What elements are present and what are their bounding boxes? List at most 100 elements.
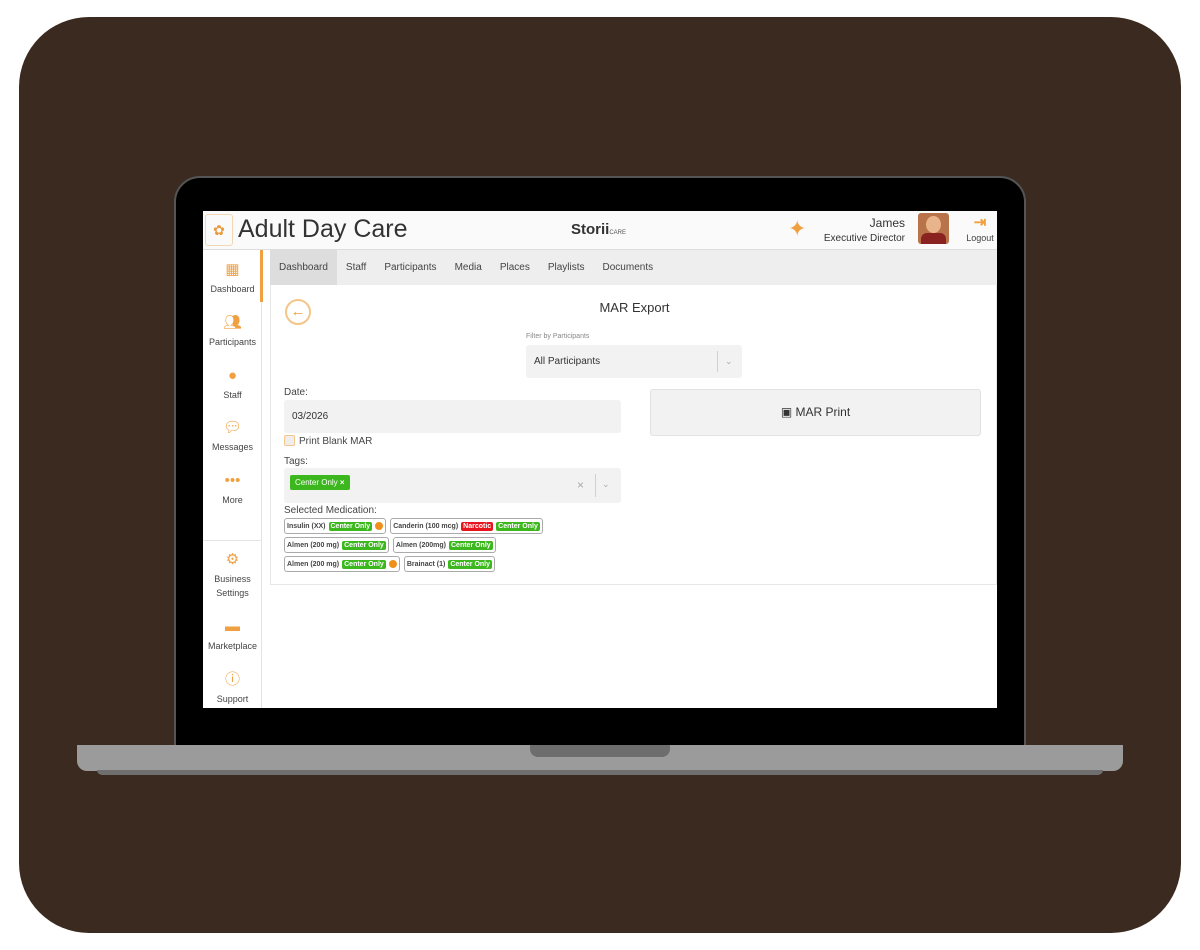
center-only-badge: Center Only — [342, 540, 386, 550]
tab-bar: Dashboard Staff Participants Media Place… — [270, 250, 997, 285]
participant-filter-select[interactable]: All Participants ⌄ — [526, 345, 742, 378]
medication-list: Insulin (XX) Center Only Canderin (100 mcg… — [284, 518, 584, 575]
tab-staff[interactable]: Staff — [345, 262, 367, 273]
sidebar-item-more[interactable]: ••• More — [203, 471, 262, 507]
filter-label: Filter by Participants — [526, 333, 590, 340]
sidebar-label: Participants — [208, 337, 257, 347]
book-icon: ▣ — [780, 405, 793, 419]
print-blank-label: Print Blank MAR — [299, 436, 373, 447]
date-label: Date: — [284, 387, 308, 398]
laptop-notch — [530, 745, 670, 757]
logout-label: Logout — [966, 233, 994, 243]
tags-label: Tags: — [284, 456, 308, 467]
back-button[interactable]: ← — [285, 299, 311, 325]
mar-export-card: ← MAR Export Filter by Participants All … — [270, 285, 997, 585]
print-label: MAR Print — [795, 405, 851, 419]
page-title: Adult Day Care — [238, 215, 408, 243]
center-only-badge: Center Only — [496, 521, 540, 531]
sidebar: ▦ Dashboard 👥︎ Participants ● Staff 💬︎ Messa… — [203, 250, 263, 708]
chat-icon: 💬︎ — [222, 419, 243, 436]
date-input[interactable]: 03/2026 — [284, 400, 621, 433]
sidebar-item-marketplace[interactable]: ▬ Marketplace — [203, 617, 262, 653]
active-indicator — [260, 250, 263, 302]
sidebar-label: More — [222, 495, 243, 505]
center-only-badge: Center Only — [448, 559, 493, 569]
org-logo[interactable]: ✿ — [205, 214, 233, 246]
medication-row: Almen (200 mg) Center Only Almen (200mg) Ce… — [284, 537, 584, 553]
doctor-icon: ● — [227, 367, 238, 384]
sidebar-item-dashboard[interactable]: ▦ Dashboard — [203, 260, 262, 296]
clock-icon — [375, 522, 384, 530]
section-title: MAR Export — [599, 300, 670, 315]
tab-participants[interactable]: Participants — [384, 262, 437, 273]
medication-item[interactable]: Insulin (XX) Center Only — [284, 518, 387, 534]
logout-icon: ⇥ — [973, 214, 987, 231]
gear-icon: ⚙ — [225, 551, 240, 568]
tag-chip: Center Only × — [290, 475, 350, 490]
user-role: Executive Director — [823, 233, 905, 244]
logout-button[interactable]: ⇥ Logout — [963, 213, 997, 243]
sidebar-divider — [203, 540, 262, 541]
center-only-badge: Center Only — [449, 540, 493, 550]
help-icon: ⓘ — [224, 671, 240, 688]
avatar[interactable] — [918, 213, 949, 244]
select-separator — [595, 474, 596, 497]
sidebar-item-participants[interactable]: 👥︎ Participants — [203, 313, 262, 349]
medication-name: Insulin (XX) — [287, 522, 326, 530]
tab-dashboard[interactable]: Dashboard — [270, 250, 337, 285]
medication-name: Almen (200 mg) — [287, 560, 340, 568]
medication-item[interactable]: Brainact (1) Center Only — [403, 556, 496, 572]
tags-select[interactable]: Center Only × × ⌄ — [284, 468, 621, 503]
sidebar-label: Marketplace — [207, 641, 258, 651]
sidebar-item-support[interactable]: ⓘ Support — [203, 670, 262, 706]
sidebar-label: Staff — [223, 390, 242, 400]
medication-item[interactable]: Almen (200 mg) Center Only — [284, 556, 400, 572]
chevron-down-icon[interactable]: ⌄ — [602, 479, 610, 489]
dots-icon: ••• — [224, 472, 241, 489]
medication-item[interactable]: Canderin (100 mcg) Narcotic Center Only — [390, 518, 543, 534]
medication-item[interactable]: Almen (200mg) Center Only — [392, 537, 496, 553]
sidebar-label: Business Settings — [214, 574, 251, 598]
sidebar-item-business-settings[interactable]: ⚙ Business Settings — [203, 550, 262, 600]
clear-icon[interactable]: × — [577, 478, 585, 492]
filter-value: All Participants — [534, 356, 601, 367]
header: ✿ Adult Day Care StoriiCARE ✦ James Execu… — [203, 211, 997, 250]
medication-name: Almen (200 mg) — [287, 541, 340, 549]
tab-places[interactable]: Places — [499, 262, 530, 273]
chevron-down-icon: ⌄ — [725, 356, 733, 366]
sidebar-item-staff[interactable]: ● Staff — [203, 366, 262, 402]
app-screen: ✿ Adult Day Care StoriiCARE ✦ James Execu… — [203, 211, 997, 708]
user-info[interactable]: James Executive Director — [824, 215, 905, 247]
clock-icon — [388, 560, 397, 568]
tab-playlists[interactable]: Playlists — [547, 262, 585, 273]
tab-documents[interactable]: Documents — [602, 262, 654, 273]
remove-tag-icon[interactable]: × — [339, 478, 345, 487]
laptop-base-shadow — [97, 770, 1103, 775]
medication-name: Canderin (100 mcg) — [393, 522, 459, 530]
store-icon: ▬ — [225, 618, 240, 635]
medication-name: Brainact (1) — [406, 560, 446, 568]
date-value: 03/2026 — [292, 411, 329, 422]
grid-icon: ▦ — [225, 261, 240, 278]
brand-name: Storii — [571, 221, 610, 238]
print-blank-checkbox[interactable] — [284, 435, 295, 446]
selected-medication-label: Selected Medication: — [284, 505, 377, 516]
tag-label: Center Only — [295, 478, 338, 487]
mar-print-button[interactable]: ▣ MAR Print — [650, 389, 981, 436]
users-icon: 👥︎ — [222, 314, 243, 331]
medication-row: Almen (200 mg) Center Only Brainact (1) Cen… — [284, 556, 584, 572]
brand-sub: CARE — [609, 230, 627, 236]
brand-logo: StoriiCARE — [571, 221, 626, 238]
user-name: James — [869, 216, 905, 230]
select-separator — [717, 351, 718, 372]
sidebar-label: Messages — [211, 442, 254, 452]
sidebar-label: Dashboard — [210, 284, 255, 294]
sparkle-icon[interactable]: ✦ — [788, 216, 807, 241]
narcotic-badge: Narcotic — [461, 521, 494, 531]
sidebar-item-messages[interactable]: 💬︎ Messages — [203, 418, 262, 454]
medication-row: Insulin (XX) Center Only Canderin (100 mcg… — [284, 518, 584, 534]
tab-media[interactable]: Media — [454, 262, 482, 273]
medication-name: Almen (200mg) — [395, 541, 446, 549]
medication-item[interactable]: Almen (200 mg) Center Only — [284, 537, 389, 553]
sidebar-label: Support — [216, 694, 249, 704]
